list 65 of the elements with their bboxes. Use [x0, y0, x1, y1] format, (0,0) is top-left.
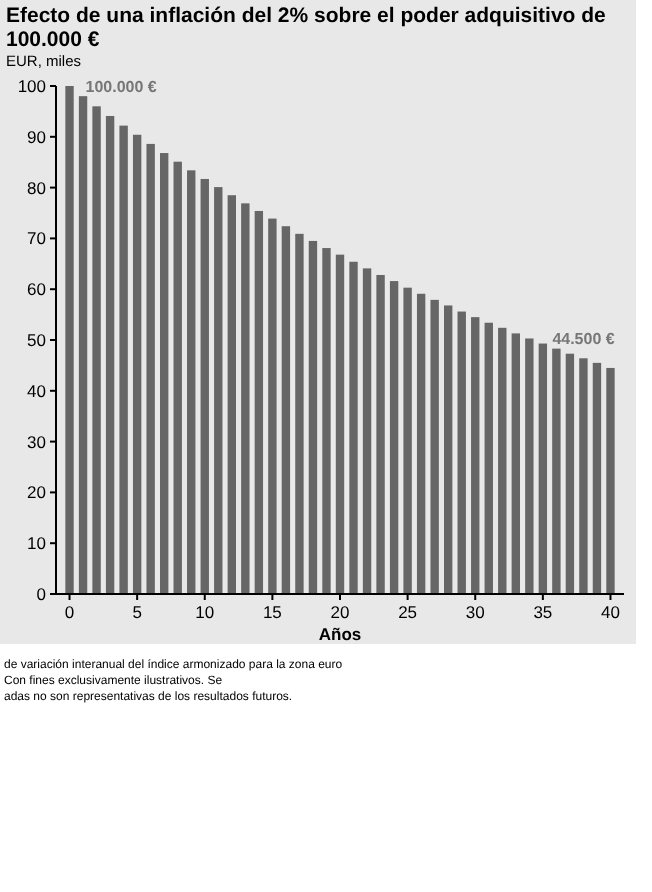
- bar: [389, 281, 399, 594]
- x-tick-label: 20: [330, 602, 350, 622]
- bar: [92, 106, 101, 594]
- bar: [227, 195, 236, 594]
- x-tick-label: 40: [601, 602, 621, 622]
- bar: [160, 153, 169, 594]
- bar: [335, 254, 345, 594]
- bar: [444, 305, 453, 594]
- bar: [187, 170, 196, 594]
- bar: [268, 218, 277, 594]
- bar: [403, 287, 412, 594]
- bar: [538, 343, 548, 594]
- x-axis-title: Años: [318, 624, 362, 644]
- bar: [308, 240, 318, 594]
- y-tick-label: 50: [27, 330, 47, 350]
- x-tick-label: 10: [195, 602, 215, 622]
- bar: [606, 367, 615, 594]
- bar: [416, 293, 426, 594]
- bar: [592, 362, 602, 594]
- bar: [471, 317, 480, 594]
- y-tick-label: 40: [27, 380, 47, 401]
- bar: [322, 248, 331, 594]
- bar: [200, 178, 209, 594]
- bar: [457, 311, 466, 594]
- x-tick-label: 35: [533, 602, 553, 622]
- x-tick-label: 0: [64, 602, 75, 622]
- bar: [65, 86, 74, 594]
- bar: [484, 322, 493, 594]
- chart-title: Efecto de una inflación del 2% sobre el poder adquisitivo de 100.000 €: [6, 4, 607, 52]
- bar: [552, 348, 561, 594]
- y-tick-label: 90: [27, 126, 47, 147]
- y-tick-label: 100: [17, 76, 47, 96]
- annotation: 44.500 €: [552, 329, 616, 348]
- bar: [241, 203, 250, 594]
- bar: [119, 125, 128, 594]
- y-tick-label: 10: [27, 533, 47, 554]
- bar: [565, 353, 575, 594]
- y-tick-label: 20: [27, 482, 47, 503]
- bar: [579, 358, 588, 594]
- y-tick-label: 0: [36, 584, 47, 604]
- bar: [132, 134, 142, 594]
- bar: [295, 233, 304, 594]
- bar: [362, 268, 372, 594]
- bar: [254, 210, 264, 594]
- y-tick-label: 80: [27, 177, 47, 198]
- bar: [146, 143, 155, 594]
- y-tick-label: 30: [27, 431, 47, 452]
- bar: [525, 338, 534, 594]
- y-tick-label: 60: [27, 279, 47, 300]
- bar: [105, 115, 115, 594]
- bar: [498, 327, 507, 594]
- annotation: 100.000 €: [85, 78, 158, 96]
- bar: [376, 274, 385, 594]
- bar: [511, 333, 520, 594]
- x-tick-label: 30: [465, 602, 486, 622]
- x-tick-label: 25: [398, 602, 418, 622]
- bar: [214, 187, 223, 594]
- bar: [78, 96, 88, 594]
- x-tick-label: 5: [132, 602, 143, 622]
- bar: [349, 261, 358, 594]
- x-tick-label: 15: [262, 602, 283, 622]
- bar: [430, 299, 439, 594]
- y-tick-label: 70: [27, 228, 47, 249]
- bar: [281, 226, 291, 594]
- bar: [173, 161, 182, 594]
